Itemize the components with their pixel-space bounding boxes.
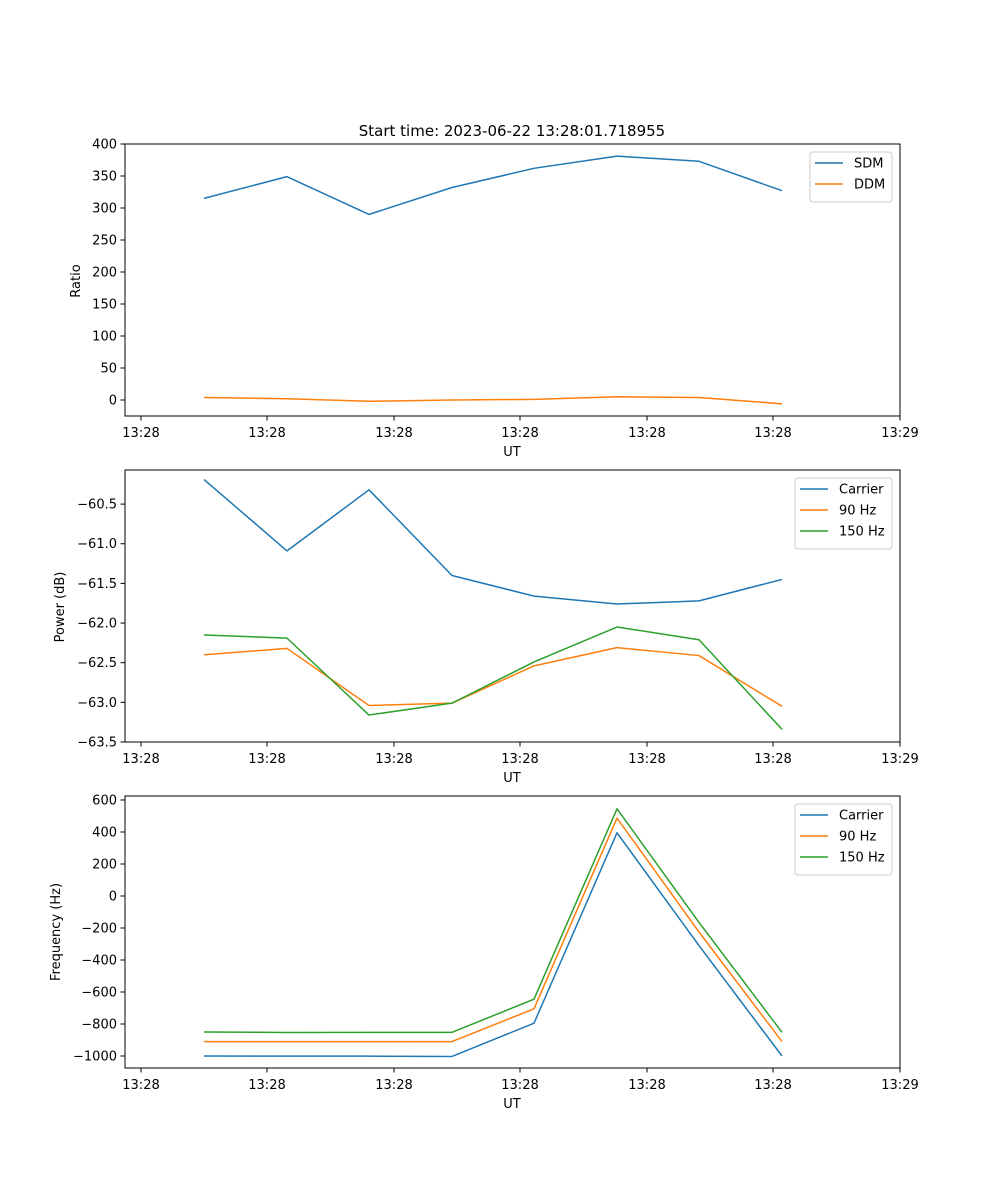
power-y-axis-label: Power (dB) [53, 572, 68, 643]
ratio-x-tick-label: 13:28 [628, 426, 665, 441]
frequency-x-axis: 13:28 13:28 13:28 13:28 13:28 13:28 13:29 [122, 1068, 919, 1093]
power-panel: −60.5 −61.0 −61.5 −62.0 −62.5 −63.0 −63.5 13:2… [53, 469, 919, 786]
ratio-legend-label-sdm: SDM [854, 157, 883, 172]
power-y-tick-label: −61.5 [77, 577, 117, 592]
chart-title: Start time: 2023-06-22 13:28:01.718955 [359, 122, 665, 140]
ratio-y-tick-label: 250 [92, 234, 117, 249]
power-y-tick-label: −63.0 [77, 696, 117, 711]
ratio-y-axis-label: Ratio [69, 264, 84, 297]
power-y-tick-label: −60.5 [77, 498, 117, 513]
frequency-y-tick-label: 200 [92, 858, 117, 873]
frequency-y-tick-label: 600 [92, 794, 117, 809]
ratio-legend: SDM DDM [809, 151, 893, 203]
frequency-y-tick-label: −400 [81, 954, 117, 969]
power-x-axis-label: UT [503, 771, 521, 786]
frequency-x-tick-label: 13:28 [375, 1078, 412, 1093]
frequency-x-tick-label: 13:28 [501, 1078, 538, 1093]
frequency-y-tick-label: −1000 [73, 1050, 117, 1065]
power-x-tick-label: 13:29 [881, 752, 918, 767]
power-x-tick-label: 13:28 [248, 752, 285, 767]
ratio-y-tick-label: 350 [92, 170, 117, 185]
power-x-tick-label: 13:28 [628, 752, 665, 767]
ratio-legend-label-ddm: DDM [854, 178, 885, 193]
frequency-series-line-carrier [203, 832, 783, 1058]
frequency-y-axis-label: Frequency (Hz) [49, 883, 64, 981]
power-x-axis: 13:28 13:28 13:28 13:28 13:28 13:28 13:29 [122, 742, 919, 767]
ratio-y-tick-label: 200 [92, 266, 117, 281]
ratio-x-axis-label: UT [503, 445, 521, 460]
power-series-line-carrier [203, 478, 783, 605]
ratio-y-tick-label: 300 [92, 202, 117, 217]
ratio-y-axis: 0 50 100 150 200 250 300 350 400 [92, 138, 125, 409]
frequency-lines [203, 808, 783, 1058]
frequency-legend: Carrier 90 Hz 150 Hz [794, 803, 893, 876]
power-y-tick-label: −61.0 [77, 537, 117, 552]
ratio-y-tick-label: 50 [100, 362, 117, 377]
frequency-series-line-150-hz [203, 808, 783, 1034]
power-legend-label-90-hz: 90 Hz [839, 504, 876, 519]
power-legend-label-150-hz: 150 Hz [839, 525, 885, 540]
power-x-tick-label: 13:28 [754, 752, 791, 767]
ratio-x-tick-label: 13:28 [375, 426, 412, 441]
power-legend-label-carrier: Carrier [839, 483, 884, 498]
power-lines [203, 478, 783, 730]
frequency-y-axis: 600 400 200 0 −200 −400 −600 −800 −1000 [73, 794, 125, 1065]
power-y-tick-label: −62.5 [77, 656, 117, 671]
ratio-series-line-ddm [203, 396, 783, 405]
ratio-y-tick-label: 400 [92, 138, 117, 153]
ratio-x-tick-label: 13:28 [248, 426, 285, 441]
ratio-x-axis: 13:28 13:28 13:28 13:28 13:28 13:28 13:29 [122, 416, 919, 441]
frequency-y-tick-label: −200 [81, 922, 117, 937]
power-legend: Carrier 90 Hz 150 Hz [794, 477, 893, 550]
frequency-series-line-90-hz [204, 817, 783, 1043]
ratio-x-tick-label: 13:28 [122, 426, 159, 441]
frequency-legend-label-150-hz: 150 Hz [839, 851, 885, 866]
frequency-x-tick-label: 13:28 [754, 1078, 791, 1093]
power-axes-frame [124, 469, 901, 743]
ratio-legend-box [809, 151, 893, 203]
frequency-y-tick-label: 400 [92, 826, 117, 841]
ratio-x-tick-label: 13:28 [754, 426, 791, 441]
frequency-axes-frame [124, 795, 901, 1069]
power-series-line-90-hz [203, 646, 783, 707]
frequency-x-tick-label: 13:28 [122, 1078, 159, 1093]
ratio-y-tick-label: 150 [92, 298, 117, 313]
power-x-tick-label: 13:28 [501, 752, 538, 767]
frequency-x-axis-label: UT [503, 1097, 521, 1112]
power-x-tick-label: 13:28 [375, 752, 412, 767]
ratio-y-tick-label: 0 [109, 394, 117, 409]
ratio-lines [203, 155, 783, 405]
ratio-x-tick-label: 13:28 [501, 426, 538, 441]
power-x-tick-label: 13:28 [122, 752, 159, 767]
frequency-y-tick-label: −800 [81, 1018, 117, 1033]
ratio-y-tick-label: 100 [92, 330, 117, 345]
frequency-legend-label-carrier: Carrier [839, 809, 884, 824]
frequency-y-tick-label: 0 [109, 890, 117, 905]
ratio-axes-frame [124, 143, 901, 417]
frequency-legend-label-90-hz: 90 Hz [839, 830, 876, 845]
ratio-panel: Start time: 2023-06-22 13:28:01.718955 0… [69, 122, 919, 460]
power-y-axis: −60.5 −61.0 −61.5 −62.0 −62.5 −63.0 −63.5 [77, 498, 125, 751]
frequency-x-tick-label: 13:29 [881, 1078, 918, 1093]
ratio-series-line-sdm [203, 155, 783, 216]
power-y-tick-label: −63.5 [77, 736, 117, 751]
frequency-x-tick-label: 13:28 [248, 1078, 285, 1093]
power-y-tick-label: −62.0 [77, 617, 117, 632]
power-series-line-150-hz [203, 626, 783, 730]
ratio-x-tick-label: 13:29 [881, 426, 918, 441]
frequency-x-tick-label: 13:28 [628, 1078, 665, 1093]
frequency-y-tick-label: −600 [81, 986, 117, 1001]
